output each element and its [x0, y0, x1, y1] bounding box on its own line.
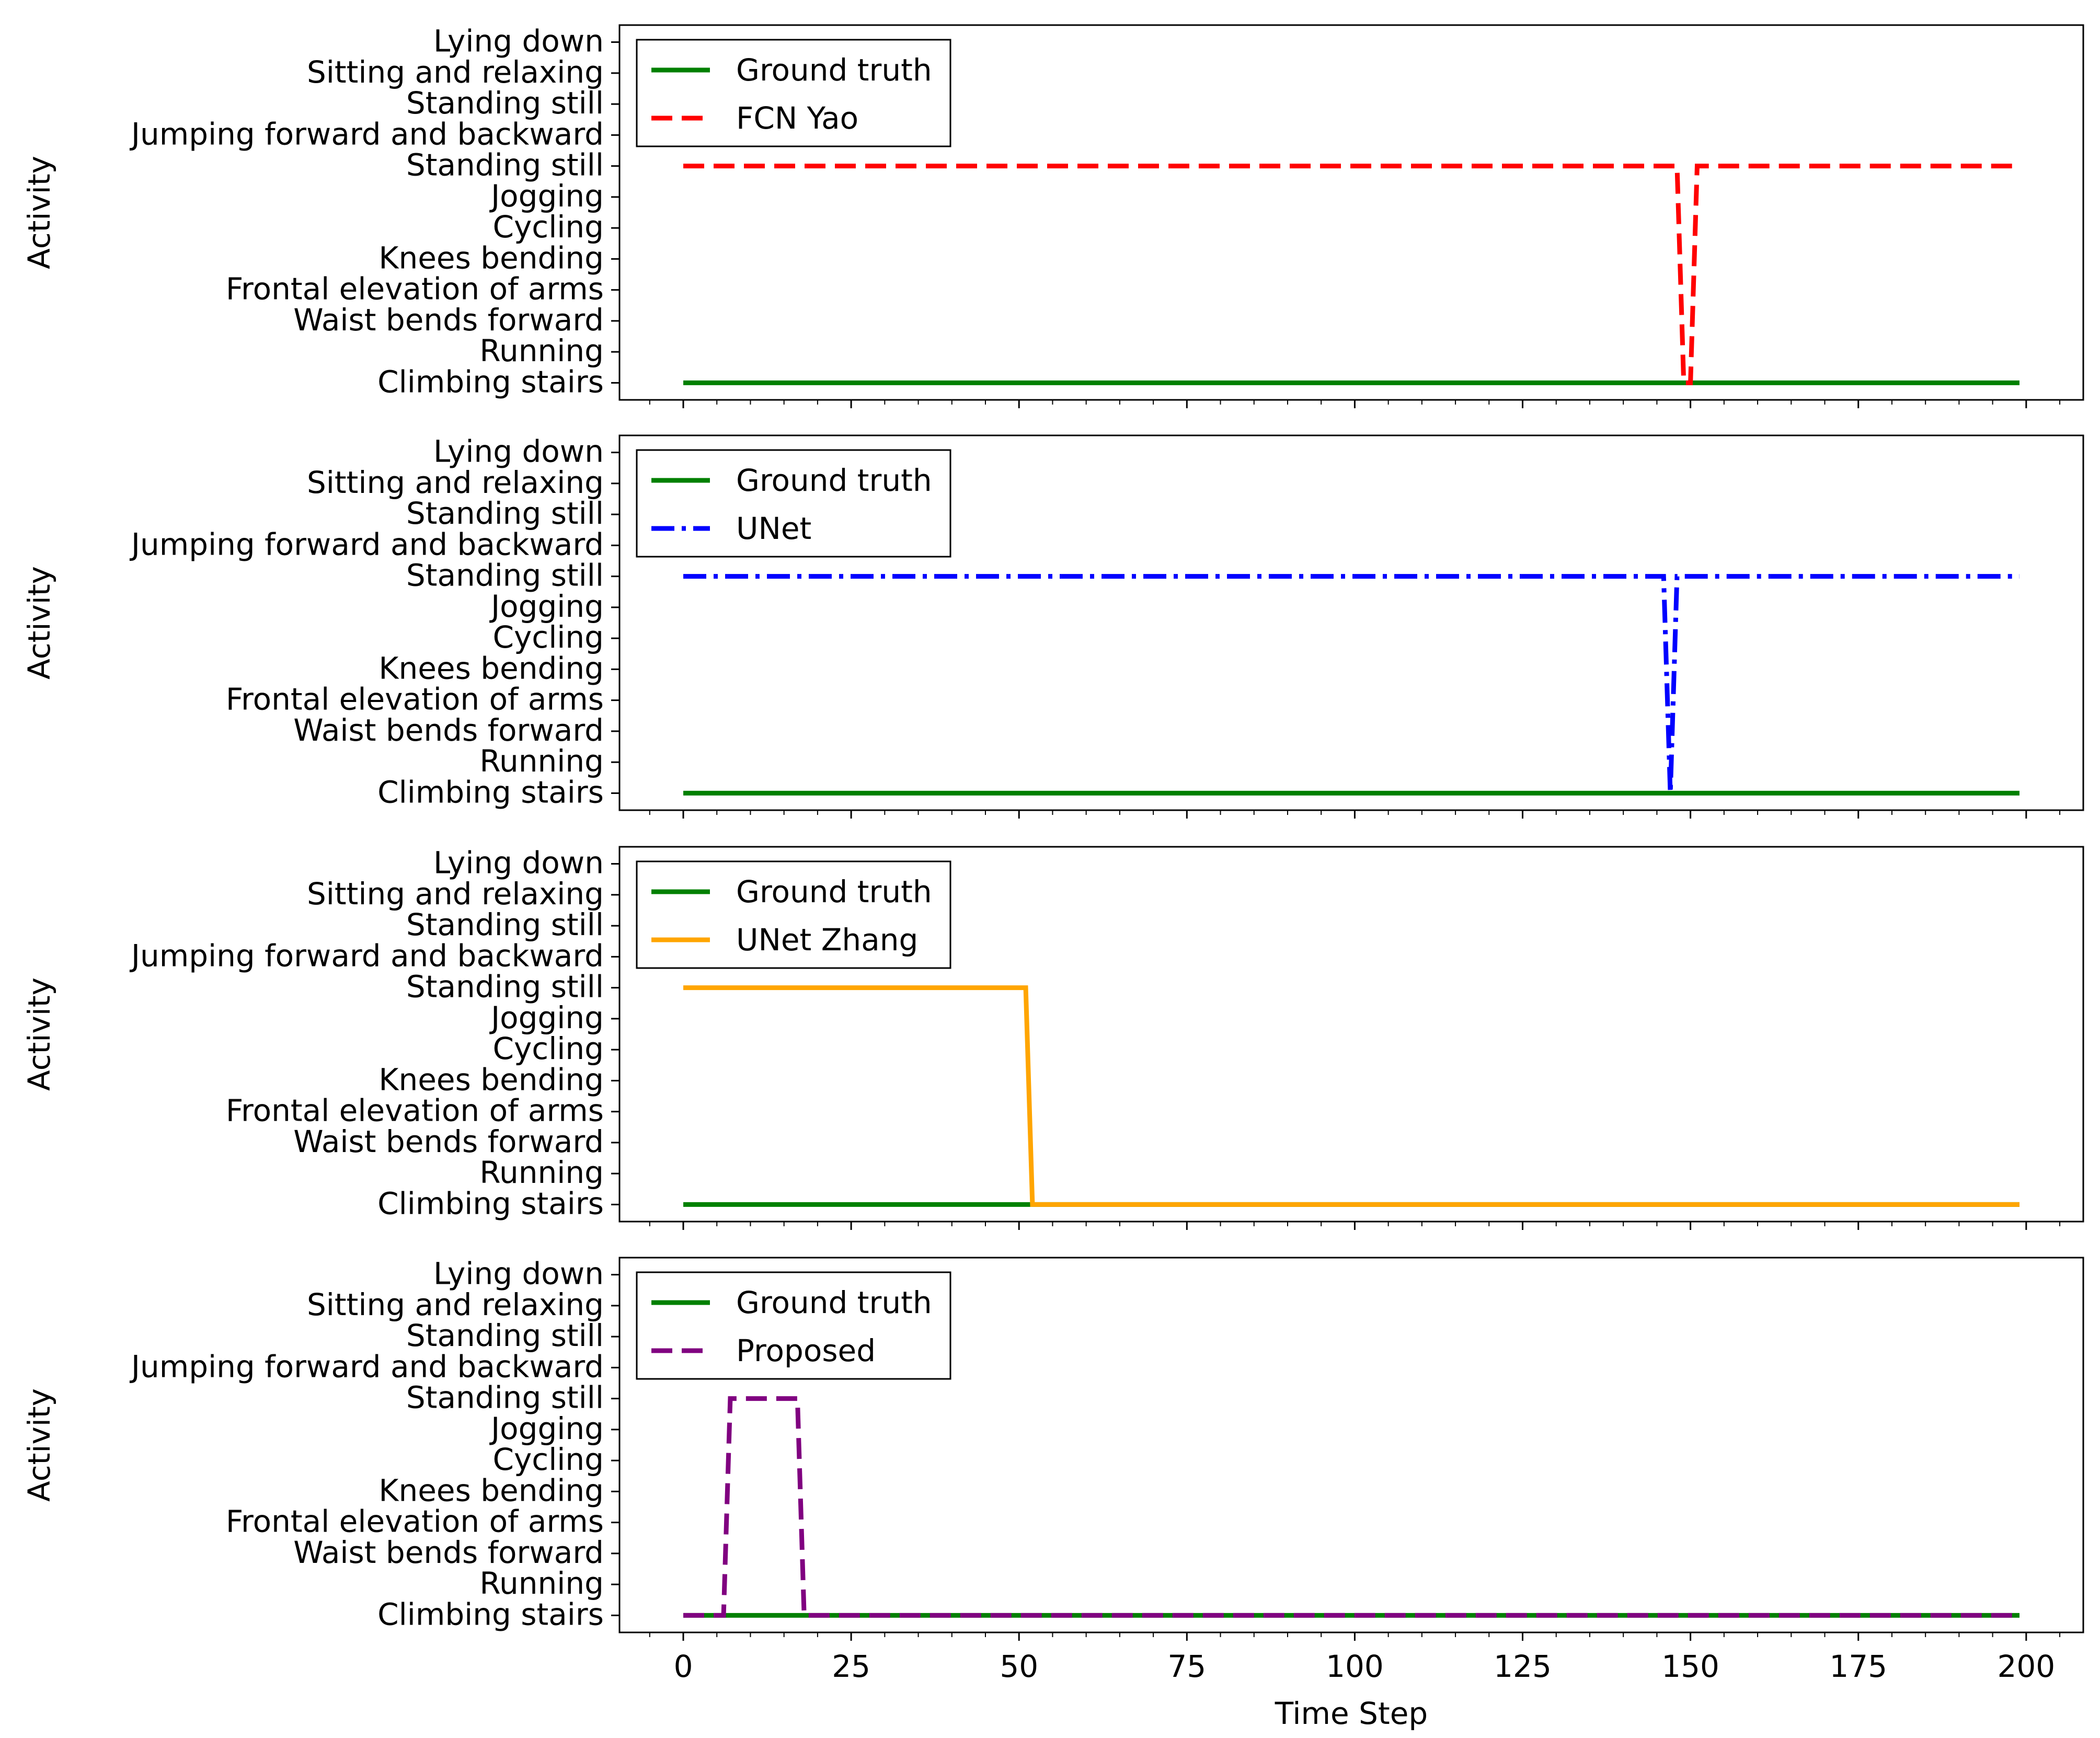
x-tick-label: 25 — [832, 1649, 870, 1684]
y-axis-label: Activity — [21, 156, 57, 269]
y-tick-label: Sitting and relaxing — [307, 876, 604, 912]
y-tick-label: Knees bending — [378, 240, 604, 275]
y-tick-label: Jogging — [489, 1411, 604, 1446]
y-tick-label: Cycling — [492, 209, 604, 245]
y-tick-label: Frontal elevation of arms — [226, 682, 604, 717]
y-tick-label: Waist bends forward — [293, 302, 604, 338]
x-tick-label: 0 — [674, 1649, 693, 1684]
x-tick-label: 200 — [1997, 1649, 2055, 1684]
y-tick-label: Frontal elevation of arms — [226, 1093, 604, 1129]
legend-label: Ground truth — [736, 874, 932, 910]
y-tick-label: Standing still — [406, 969, 604, 1005]
y-tick-label: Lying down — [433, 845, 604, 881]
y-tick-label: Knees bending — [378, 1472, 604, 1508]
y-tick-label: Running — [479, 1155, 604, 1190]
y-tick-label: Running — [479, 333, 604, 369]
y-tick-label: Waist bends forward — [293, 1535, 604, 1570]
series-line-unet — [683, 574, 2019, 793]
y-tick-label: Climbing stairs — [377, 364, 604, 399]
legend-box — [636, 39, 951, 147]
y-axis-label: Activity — [21, 977, 57, 1091]
legend-label: FCN Yao — [736, 100, 858, 136]
y-tick-label: Standing still — [406, 147, 604, 183]
x-tick-label: 150 — [1661, 1649, 1719, 1684]
y-tick-label: Running — [479, 743, 604, 779]
legend: Ground truth FCN Yao — [636, 39, 951, 147]
y-tick-label: Knees bending — [378, 1062, 604, 1097]
y-tick-label: Jumping forward and backward — [130, 116, 604, 152]
y-tick-label: Standing still — [406, 1380, 604, 1415]
plot-frame — [618, 1257, 2084, 1633]
series-line-fcn-yao — [683, 164, 2019, 385]
y-tick-label: Frontal elevation of arms — [226, 271, 604, 307]
y-axis-label: Activity — [21, 1388, 57, 1502]
legend-box — [636, 1271, 951, 1380]
y-tick-label: Climbing stairs — [377, 774, 604, 810]
plot-frame — [618, 846, 2084, 1223]
legend-box — [636, 449, 951, 558]
legend: Ground truth UNet Zhang — [636, 860, 951, 969]
y-tick-label: Waist bends forward — [293, 1124, 604, 1159]
y-tick-label: Lying down — [433, 1256, 604, 1292]
legend-label: Ground truth — [736, 1285, 932, 1320]
x-axis-label: Time Step — [1275, 1696, 1428, 1731]
y-tick-label: Jumping forward and backward — [130, 526, 604, 562]
y-tick-label: Jogging — [489, 1000, 604, 1035]
y-tick-label: Climbing stairs — [377, 1596, 604, 1632]
plot-frame — [618, 24, 2084, 401]
y-tick-label: Waist bends forward — [293, 712, 604, 748]
x-tick-label: 125 — [1494, 1649, 1552, 1684]
y-tick-label: Standing still — [406, 558, 604, 593]
y-tick-label: Knees bending — [378, 650, 604, 686]
y-tick-label: Standing still — [406, 907, 604, 942]
legend-label: Proposed — [736, 1333, 876, 1368]
x-tick-label: 75 — [1167, 1649, 1206, 1684]
x-tick-label: 100 — [1326, 1649, 1384, 1684]
legend-label: UNet Zhang — [736, 922, 918, 958]
legend: Ground truth UNet — [636, 449, 951, 558]
legend-label: Ground truth — [736, 463, 932, 498]
legend-box — [636, 860, 951, 969]
x-tick-label: 50 — [1000, 1649, 1038, 1684]
y-tick-label: Sitting and relaxing — [307, 465, 604, 500]
legend-label: UNet — [736, 511, 811, 546]
y-axis-label: Activity — [21, 566, 57, 680]
legend: Ground truth Proposed — [636, 1271, 951, 1380]
y-tick-label: Sitting and relaxing — [307, 54, 604, 90]
y-tick-label: Cycling — [492, 1442, 604, 1477]
y-tick-label: Standing still — [406, 496, 604, 531]
y-tick-label: Frontal elevation of arms — [226, 1504, 604, 1539]
plot-frame — [618, 434, 2084, 811]
y-tick-label: Cycling — [492, 619, 604, 655]
y-tick-label: Sitting and relaxing — [307, 1287, 604, 1322]
y-tick-label: Jogging — [489, 589, 604, 624]
legend-label: Ground truth — [736, 52, 932, 88]
y-tick-label: Cycling — [492, 1031, 604, 1066]
y-tick-label: Jogging — [489, 178, 604, 214]
y-tick-label: Jumping forward and backward — [130, 1349, 604, 1384]
y-tick-label: Running — [479, 1566, 604, 1601]
y-tick-label: Standing still — [406, 1318, 604, 1353]
x-tick-label: 175 — [1829, 1649, 1887, 1684]
series-line-proposed — [683, 1396, 2019, 1618]
y-tick-label: Lying down — [433, 24, 604, 59]
series-line-unet-zhang — [683, 985, 2019, 1207]
y-tick-label: Climbing stairs — [377, 1185, 604, 1221]
y-tick-label: Standing still — [406, 85, 604, 121]
y-tick-label: Jumping forward and backward — [130, 938, 604, 973]
y-tick-label: Lying down — [433, 434, 604, 469]
